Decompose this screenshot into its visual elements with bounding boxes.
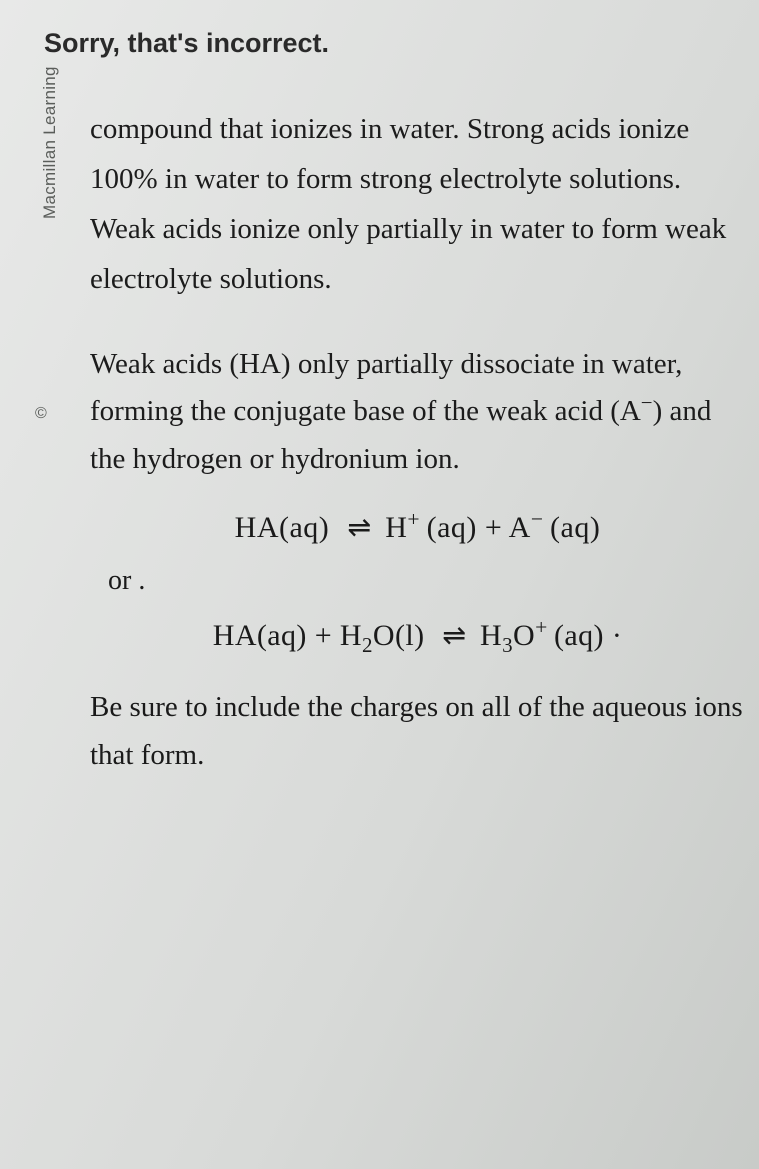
- explanation-paragraph-2: Weak acids (HA) only partially dissociat…: [90, 341, 745, 484]
- subscript-3: 3: [502, 633, 513, 657]
- superscript-plus: +: [535, 615, 548, 639]
- page-container: Sorry, that's incorrect. © Macmillan Lea…: [0, 0, 759, 807]
- instruction-paragraph: Be sure to include the charges on all of…: [90, 683, 745, 779]
- eq-rhs: H: [480, 619, 502, 652]
- equation-2: HA(aq) + H2O(l) ⇌ H3O+ (aq) ·: [90, 619, 745, 653]
- subscript-2: 2: [362, 633, 373, 657]
- superscript-minus: −: [531, 507, 544, 531]
- publisher-watermark: Macmillan Learning: [40, 66, 60, 219]
- superscript-minus: −: [641, 390, 653, 414]
- eq-lhs: HA(aq): [235, 511, 330, 544]
- content-body: © Macmillan Learning compound that ioniz…: [38, 105, 745, 779]
- eq-rhs: H: [385, 511, 407, 544]
- eq-lhs: O(l): [373, 619, 425, 652]
- eq-rhs: O: [513, 619, 535, 652]
- equation-1: HA(aq) ⇌ H+ (aq) + A− (aq): [90, 511, 745, 545]
- eq-rhs: (aq) + A: [427, 511, 531, 544]
- text-fragment: Weak acids (HA) only partially dissociat…: [90, 348, 682, 428]
- equilibrium-arrow-icon: ⇌: [347, 511, 365, 545]
- copyright-symbol: ©: [35, 405, 47, 423]
- or-separator: or .: [108, 565, 745, 597]
- explanation-paragraph-1: compound that ionizes in water. Strong a…: [90, 105, 745, 305]
- feedback-header: Sorry, that's incorrect.: [44, 28, 745, 59]
- eq-rhs: (aq): [550, 511, 600, 544]
- superscript-plus: +: [407, 507, 420, 531]
- eq-lhs: HA(aq) + H: [213, 619, 362, 652]
- eq-rhs: (aq) ·: [554, 619, 622, 652]
- equilibrium-arrow-icon: ⇌: [442, 619, 460, 653]
